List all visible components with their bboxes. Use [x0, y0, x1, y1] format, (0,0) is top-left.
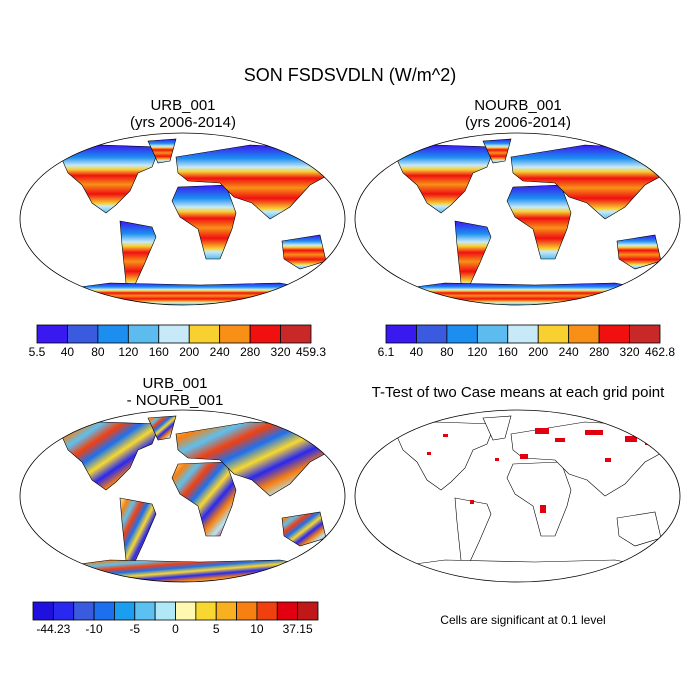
colorbar-box: [249, 324, 281, 344]
colorbar-box: [154, 601, 176, 621]
colorbar-label: 120: [467, 345, 487, 359]
map: [19, 409, 346, 583]
colorbar-label: -5: [129, 622, 140, 636]
colorbar-box: [297, 601, 319, 621]
colorbar-label: -10: [85, 622, 103, 636]
colorbar-box: [236, 601, 258, 621]
panel-title: URB_001: [142, 375, 207, 392]
colorbar-box: [158, 324, 190, 344]
colorbar-label: 280: [589, 345, 609, 359]
colorbar-label: -44.23: [36, 622, 70, 636]
colorbar-label: 0: [172, 622, 179, 636]
colorbar-label: 240: [210, 345, 230, 359]
colorbar-label: 5: [213, 622, 220, 636]
colorbar-label: 37.15: [283, 622, 313, 636]
colorbar-box: [114, 601, 136, 621]
panel-subtitle: - NOURB_001: [127, 392, 224, 409]
colorbar-label: 200: [179, 345, 199, 359]
map: [354, 132, 681, 306]
panel-note: Cells are significant at 0.1 level: [440, 613, 605, 627]
colorbar-box: [507, 324, 539, 344]
colorbar-label: 6.1: [378, 345, 395, 359]
colorbar-box: [32, 601, 54, 621]
colorbar-box: [385, 324, 417, 344]
map: [354, 409, 681, 583]
colorbar-label: 320: [620, 345, 640, 359]
colorbar-box: [134, 601, 156, 621]
colorbar-box: [52, 601, 75, 621]
colorbar-label: 160: [498, 345, 518, 359]
colorbar-box: [127, 324, 160, 344]
colorbar-box: [73, 601, 95, 621]
colorbar-box: [97, 324, 129, 344]
colorbar-box: [598, 324, 630, 344]
colorbar-label: 240: [559, 345, 579, 359]
colorbar-label: 80: [440, 345, 454, 359]
colorbar-box: [175, 601, 197, 621]
panel-subtitle: (yrs 2006-2014): [130, 114, 236, 131]
colorbar-box: [188, 324, 221, 344]
colorbar-box: [446, 324, 478, 344]
colorbar-box: [476, 324, 509, 344]
colorbar-box: [416, 324, 448, 344]
colorbar-label: 40: [61, 345, 75, 359]
colorbar-label: 160: [149, 345, 169, 359]
colorbar-box: [215, 601, 237, 621]
colorbar-box: [67, 324, 99, 344]
colorbar-box: [568, 324, 600, 344]
colorbar-label: 120: [118, 345, 138, 359]
colorbar-box: [195, 601, 217, 621]
colorbar-box: [256, 601, 278, 621]
colorbar-box: [276, 601, 299, 621]
colorbar-label: 459.3: [296, 345, 326, 359]
figure-title: SON FSDSVDLN (W/m^2): [244, 65, 456, 85]
colorbar-label: 5.5: [29, 345, 46, 359]
colorbar-label: 320: [271, 345, 291, 359]
colorbar-label: 10: [250, 622, 264, 636]
colorbar-box: [629, 324, 661, 344]
panel-subtitle: (yrs 2006-2014): [465, 114, 571, 131]
colorbar-label: 200: [528, 345, 548, 359]
colorbar-box: [537, 324, 570, 344]
colorbar-box: [93, 601, 115, 621]
colorbar-label: 280: [240, 345, 260, 359]
significant-cells: [427, 428, 655, 513]
panel-title: URB_001: [150, 97, 215, 114]
colorbar-box: [219, 324, 251, 344]
map: [19, 132, 346, 306]
colorbar-box: [36, 324, 68, 344]
colorbar-label: 462.8: [645, 345, 675, 359]
panel-title: T-Test of two Case means at each grid po…: [372, 384, 665, 401]
colorbar-label: 40: [410, 345, 424, 359]
colorbar-label: 80: [91, 345, 105, 359]
panel-title: NOURB_001: [474, 97, 562, 114]
colorbar-box: [280, 324, 312, 344]
